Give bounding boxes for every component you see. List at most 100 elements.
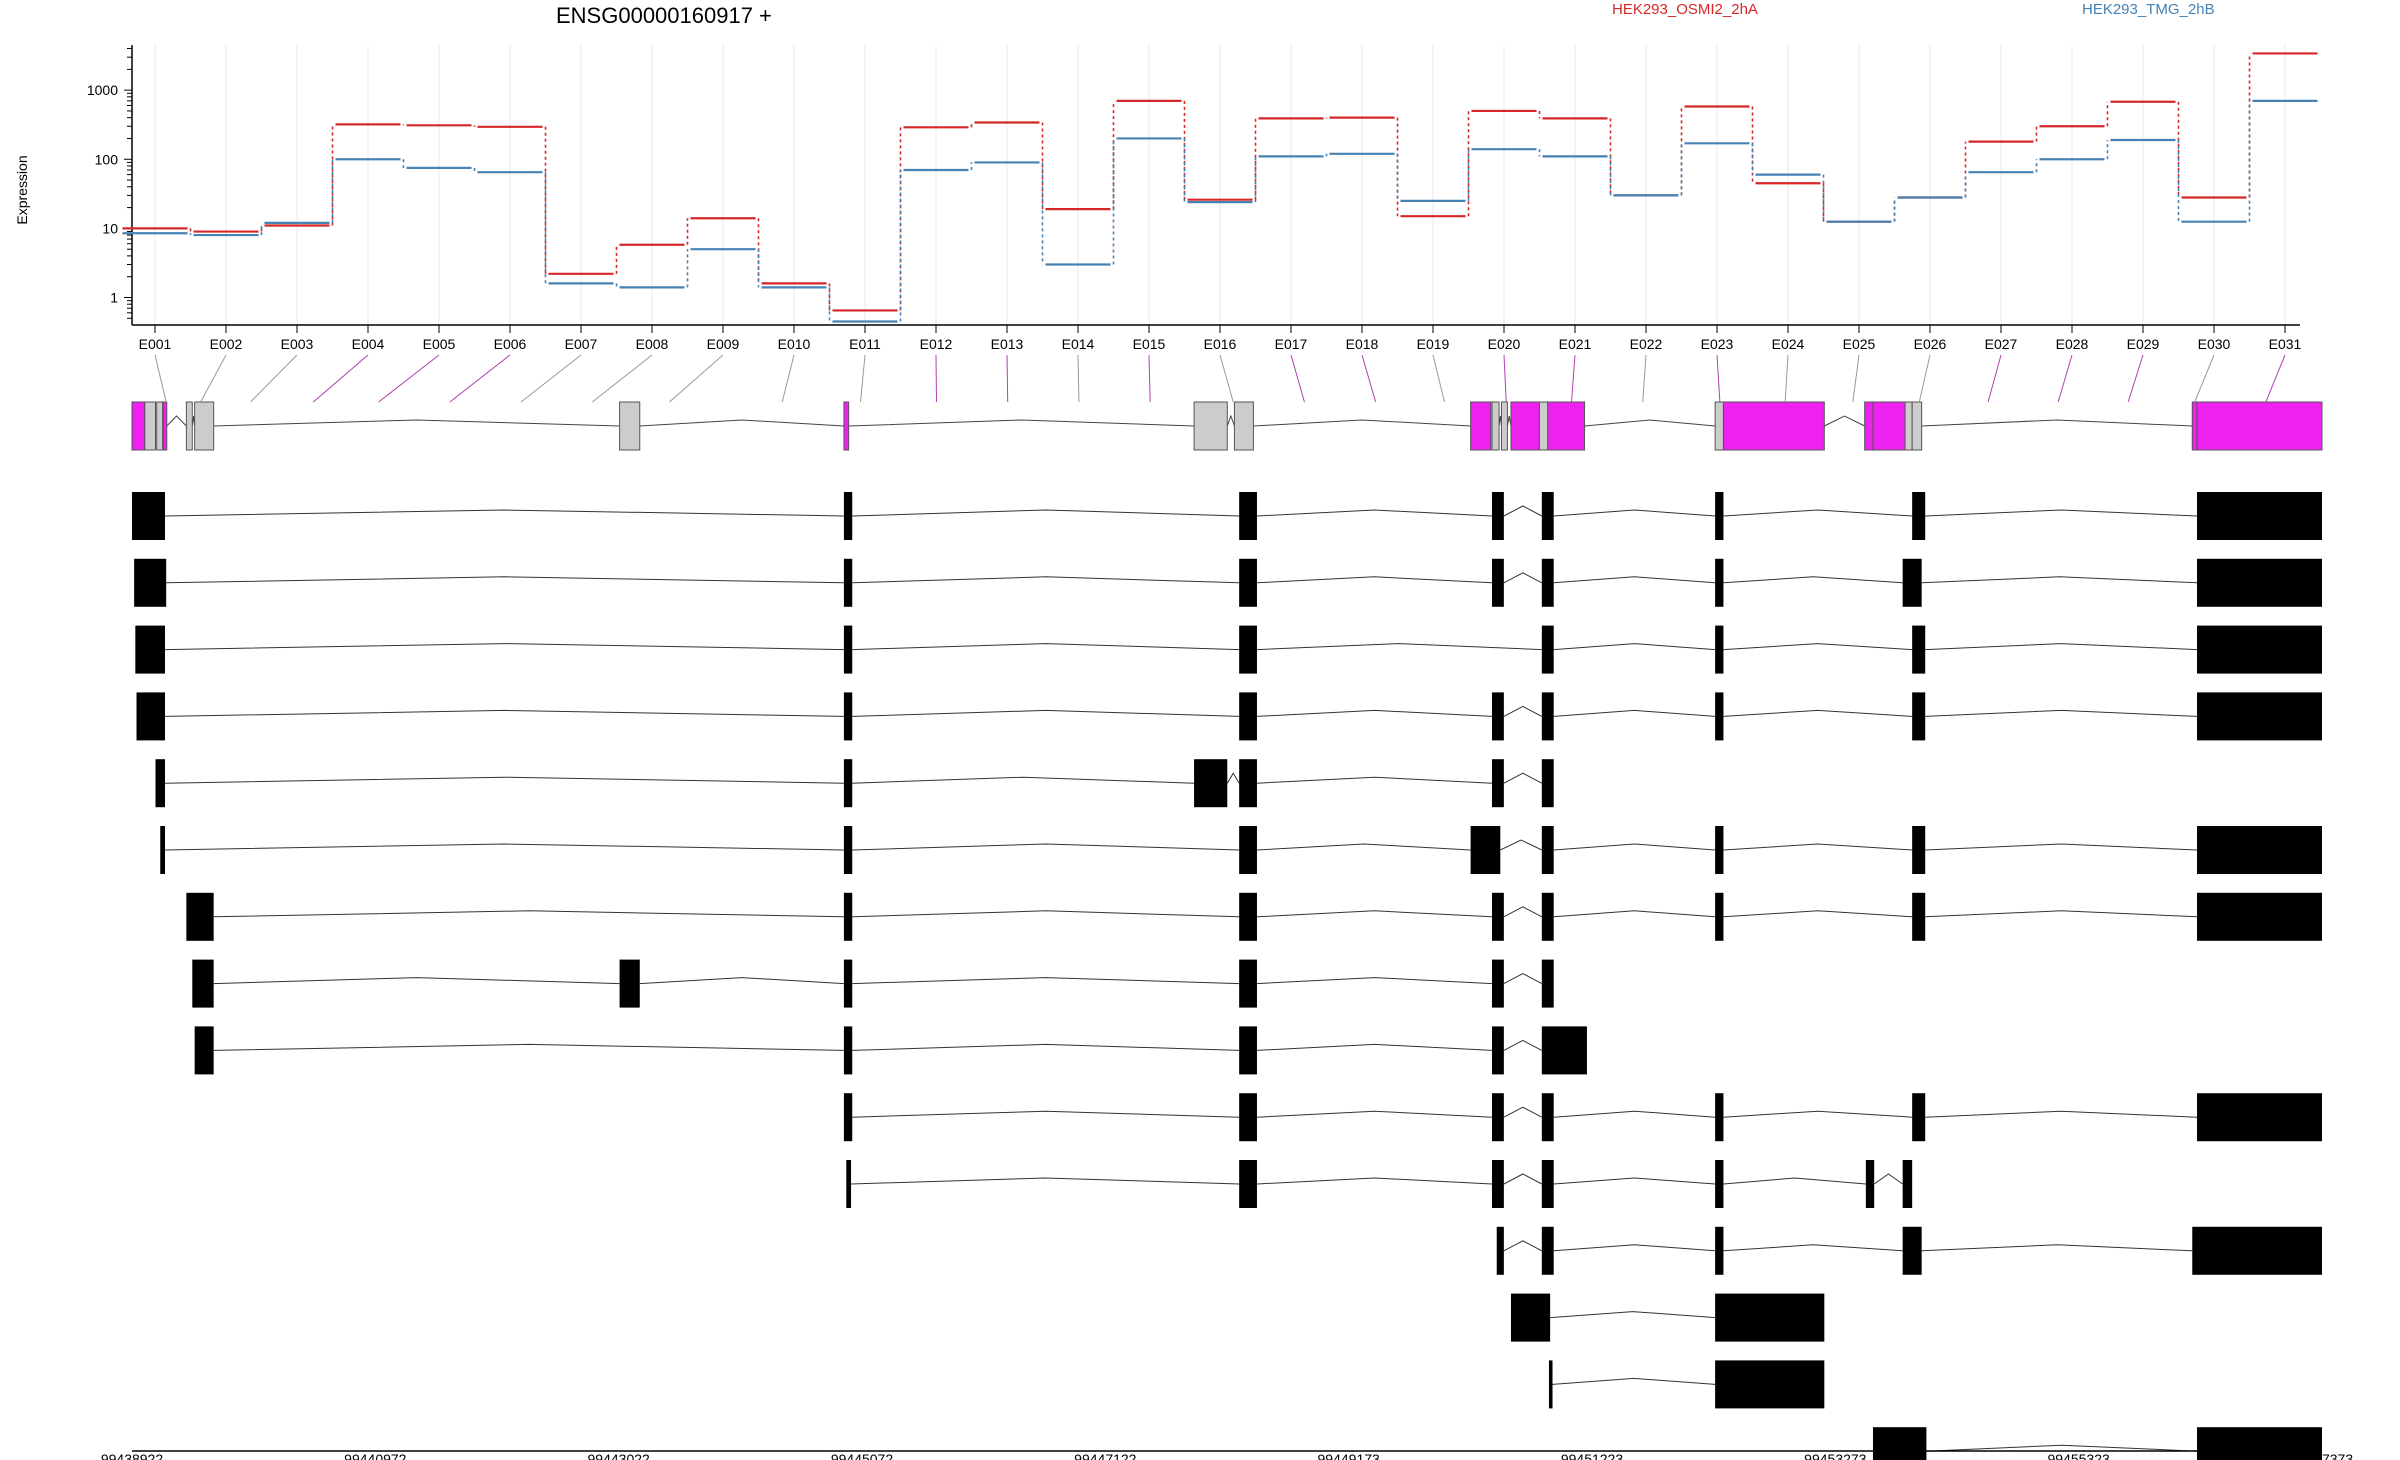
x-tick-label: E007 [565, 336, 598, 352]
exon-connector [781, 354, 795, 403]
transcript-row [192, 959, 1554, 1008]
transcript-intron [1256, 576, 1493, 584]
transcript-intron [1503, 1173, 1543, 1185]
exon-connector [378, 354, 440, 403]
transcript-exon [2197, 826, 2322, 874]
x-tick-label: E030 [2198, 336, 2231, 352]
exon-block [1547, 401, 1586, 451]
transcript-exon [843, 892, 853, 941]
intron-line [1584, 419, 1716, 427]
x-tick-label: E014 [1062, 336, 1095, 352]
transcript-intron [1925, 843, 2198, 851]
x-tick-label: E011 [849, 336, 881, 352]
transcript-intron [164, 843, 844, 851]
transcript-exon [1239, 1026, 1257, 1075]
exon-block [1722, 401, 1825, 451]
transcript-intron [1503, 705, 1543, 717]
y-tick-label: 1000 [87, 82, 118, 98]
exon-block [185, 401, 193, 451]
transcript-intron [1256, 1043, 1493, 1051]
transcript-exon [1541, 892, 1554, 941]
transcript-intron [1553, 509, 1716, 517]
transcript-exon [843, 1093, 853, 1142]
transcript-row [134, 558, 2322, 607]
x-tick-label: E028 [2056, 336, 2089, 352]
transcript-intron [1503, 906, 1543, 918]
x-tick-label: E024 [1772, 336, 1805, 352]
intron-line [1253, 419, 1471, 427]
x-tick-label: E031 [2269, 336, 2302, 352]
exon-block [1538, 401, 1549, 451]
x-tick-label: E012 [920, 336, 953, 352]
exon-connector [860, 354, 866, 403]
transcript-exon [1715, 625, 1724, 674]
exon-block [162, 401, 168, 451]
exon-block [1864, 401, 1874, 451]
transcript-row [1510, 1293, 1825, 1342]
x-tick-label: E029 [2127, 336, 2160, 352]
exon-connector [2127, 354, 2144, 403]
exon-connector [1290, 354, 1305, 403]
transcript-exon [1912, 692, 1926, 741]
transcript-intron [1500, 839, 1543, 851]
transcript-intron [213, 977, 620, 985]
transcript-row [136, 692, 2322, 741]
exon-block [1872, 401, 1906, 451]
legend-tmg: HEK293_TMG_2hB [2082, 1, 2215, 18]
x-tick-label: E008 [636, 336, 669, 352]
transcript-intron [852, 509, 1240, 517]
transcript-exon [1872, 1427, 1927, 1460]
transcript-intron [1256, 1177, 1493, 1185]
transcript-row [194, 1026, 1587, 1075]
transcript-intron [1873, 1173, 1903, 1185]
intron-line [1506, 415, 1512, 427]
exon-block [1470, 401, 1492, 451]
transcript-intron [1503, 1240, 1543, 1252]
transcript-exon [1491, 1026, 1504, 1075]
transcript-intron [1926, 1444, 2198, 1452]
x-tick-label: E004 [352, 336, 385, 352]
transcript-intron [1503, 772, 1543, 784]
exon-connector [1571, 354, 1576, 403]
chart-title: ENSG00000160917 + [556, 3, 772, 28]
transcript-exon [1541, 558, 1554, 607]
transcript-intron [1723, 576, 1903, 584]
transcript-exon [843, 959, 853, 1008]
coord-tick-label: 99451223 [1561, 1451, 1624, 1460]
transcript-intron [1925, 643, 2198, 651]
x-tick-label: E010 [778, 336, 811, 352]
transcript-exon [843, 492, 853, 540]
exon-block [619, 401, 641, 451]
exon-connector [1432, 354, 1445, 403]
transcript-exon [186, 892, 214, 941]
transcript-exon [1902, 1160, 1913, 1208]
transcript-intron [1256, 843, 1471, 851]
transcript-row [155, 759, 1554, 808]
transcript-intron [166, 576, 844, 584]
exon-connector [1852, 354, 1860, 403]
transcript-exon [2197, 892, 2322, 941]
exon-block [131, 401, 146, 451]
transcript-intron [852, 1110, 1240, 1118]
transcript-exon [1239, 892, 1257, 941]
x-tick-label: E019 [1417, 336, 1450, 352]
exon-connector [1918, 354, 1931, 403]
transcript-intron [1256, 643, 1542, 651]
x-tick-label: E016 [1204, 336, 1237, 352]
transcript-exon [1239, 959, 1257, 1008]
transcript-exon [1541, 1026, 1587, 1075]
transcript-exon [1491, 1093, 1504, 1142]
transcript-intron [1723, 1244, 1903, 1252]
transcript-exon [1902, 558, 1922, 607]
transcript-row [843, 1093, 2322, 1142]
transcript-exon [843, 1026, 853, 1075]
transcript-row [132, 492, 2322, 540]
transcript-row [160, 826, 2322, 874]
transcript-exon [134, 558, 167, 607]
exon-block [2196, 401, 2323, 451]
x-tick-label: E003 [281, 336, 314, 352]
transcript-exon [155, 759, 165, 808]
transcript-exon [1541, 959, 1554, 1008]
transcript-intron [852, 709, 1240, 717]
x-tick-label: E013 [991, 336, 1024, 352]
